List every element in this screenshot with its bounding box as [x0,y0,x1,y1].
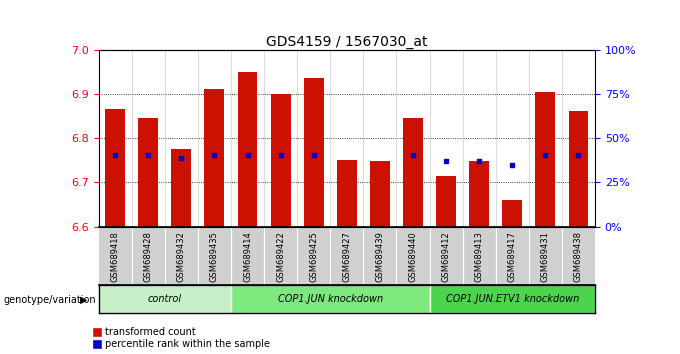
Text: COP1.JUN.ETV1 knockdown: COP1.JUN.ETV1 knockdown [445,294,579,304]
Bar [568,110,588,227]
Bar [535,92,556,227]
Bar [205,89,224,227]
Bar [237,72,258,227]
Legend: transformed count, percentile rank within the sample: transformed count, percentile rank withi… [93,327,270,349]
Text: GSM689425: GSM689425 [309,231,318,282]
Text: genotype/variation: genotype/variation [3,295,96,305]
Text: GSM689431: GSM689431 [541,231,550,282]
Bar [171,149,191,227]
Text: GSM689414: GSM689414 [243,231,252,282]
Bar [105,109,125,227]
Text: GSM689413: GSM689413 [475,231,483,282]
Text: GSM689438: GSM689438 [574,231,583,282]
Bar [337,160,357,227]
Text: ▶: ▶ [80,295,88,305]
Text: control: control [148,294,182,304]
Text: GSM689440: GSM689440 [409,231,418,282]
Text: GSM689417: GSM689417 [508,231,517,282]
Text: GSM689418: GSM689418 [111,231,120,282]
Bar [436,176,456,227]
Text: GSM689427: GSM689427 [342,231,352,282]
Text: COP1.JUN knockdown: COP1.JUN knockdown [277,294,383,304]
Text: GSM689412: GSM689412 [441,231,451,282]
Text: GSM689422: GSM689422 [276,231,285,282]
Bar [304,78,324,227]
Bar [403,118,423,227]
Bar [469,161,489,227]
Bar [370,161,390,227]
Text: GSM689439: GSM689439 [375,231,384,282]
Text: GSM689432: GSM689432 [177,231,186,282]
Bar [503,200,522,227]
Text: GSM689428: GSM689428 [143,231,153,282]
Title: GDS4159 / 1567030_at: GDS4159 / 1567030_at [266,35,428,48]
Bar [99,285,231,313]
Bar [271,94,290,227]
Bar [430,285,595,313]
Bar [138,118,158,227]
Bar [231,285,430,313]
Text: GSM689435: GSM689435 [210,231,219,282]
